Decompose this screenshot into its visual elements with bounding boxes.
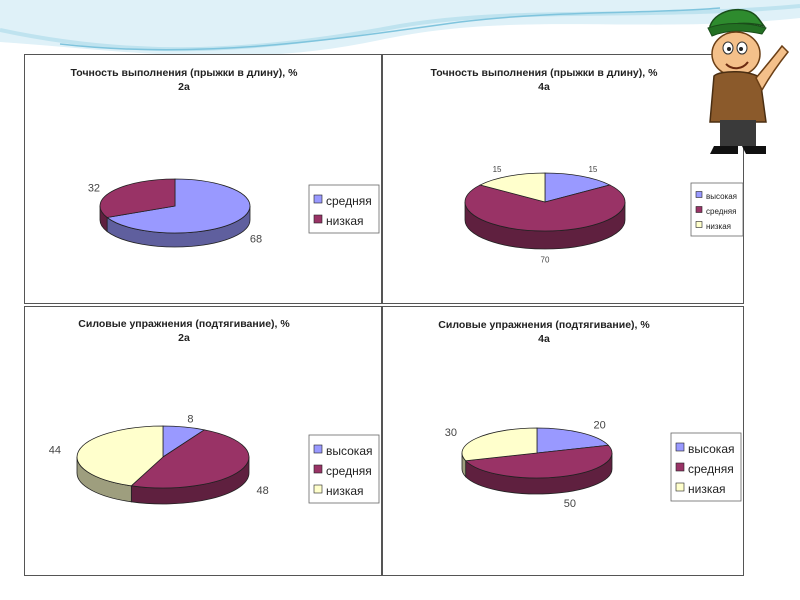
- pie-chart-4: Силовые упражнения (подтягивание), % 4а 20…: [438, 319, 742, 510]
- legend-swatch: [695, 191, 703, 198]
- chart-subtitle: 4а: [538, 81, 550, 93]
- legend-entry: средняя: [706, 207, 736, 216]
- pie-chart-1: Точность выполнения (прыжки в длину), % 2…: [71, 67, 380, 248]
- pie-chart-2: Точность выполнения (прыжки в длину), % 4…: [431, 67, 744, 264]
- data-label: 8: [187, 414, 193, 426]
- wave-line-accent: [59, 7, 721, 51]
- pie-slice: [461, 427, 538, 462]
- pie-slice: [99, 178, 176, 218]
- chart-subtitle: 4а: [538, 333, 550, 345]
- wave-line: [0, 4, 800, 52]
- legend-swatch: [313, 484, 323, 494]
- chart-title: Точность выполнения (прыжки в длину), %: [431, 67, 659, 79]
- data-label: 30: [445, 427, 457, 439]
- chart-title: Силовые упражнения (подтягивание), %: [78, 318, 290, 330]
- chart-panel-2: Точность выполнения (прыжки в длину), % 4…: [382, 54, 744, 304]
- legend-swatch: [313, 464, 323, 474]
- data-label: 44: [49, 445, 61, 457]
- data-label: 68: [250, 234, 262, 246]
- pie-slices: [99, 178, 251, 234]
- legend: высокая средняя низкая: [670, 432, 742, 502]
- data-label: 70: [541, 255, 550, 264]
- pie-chart-3: Силовые упражнения (подтягивание), % 2а 8 4…: [49, 318, 380, 505]
- data-label: 32: [88, 182, 100, 194]
- legend-entry: низкая: [326, 484, 364, 498]
- data-label: 48: [256, 485, 268, 497]
- chart-panel-1: Точность выполнения (прыжки в длину), % 2…: [24, 54, 382, 304]
- pie-slice: [479, 172, 546, 203]
- data-label: 15: [588, 165, 597, 174]
- pie-slice: [130, 429, 250, 489]
- pie-slice: [536, 427, 610, 454]
- legend-swatch: [675, 482, 685, 492]
- legend-entry: низкая: [688, 482, 726, 496]
- pie-slice: [106, 178, 251, 234]
- legend-entry: средняя: [326, 464, 372, 478]
- legend-entry: низкая: [706, 222, 731, 231]
- pie-slices: [76, 425, 250, 489]
- chart-panel-4: Силовые упражнения (подтягивание), % 4а 20…: [382, 306, 744, 576]
- chart-title: Точность выполнения (прыжки в длину), %: [71, 67, 299, 79]
- mascot-arm-raised: [755, 44, 790, 92]
- mascot-face: [711, 31, 761, 77]
- legend-box: [308, 184, 380, 234]
- legend-entry: высокая: [688, 442, 735, 456]
- chart-panel-3: Силовые упражнения (подтягивание), % 2а 8 4…: [24, 306, 382, 576]
- chart-title: Силовые упражнения (подтягивание), %: [438, 319, 650, 331]
- mascot-shoe-right: [742, 146, 766, 154]
- data-label: 20: [593, 419, 605, 431]
- legend-swatch: [675, 442, 685, 452]
- legend-swatch: [313, 214, 323, 224]
- legend-swatch: [695, 221, 703, 228]
- pie-slice: [464, 444, 613, 479]
- data-label: 50: [564, 498, 576, 510]
- mascot-shoe-left: [710, 146, 738, 154]
- mascot-mouth: [725, 61, 749, 70]
- legend-entry: низкая: [326, 214, 364, 228]
- data-label: 15: [493, 165, 502, 174]
- legend-swatch: [675, 462, 685, 472]
- legend: высокая средняя низкая: [308, 434, 380, 504]
- pie-slices: [464, 172, 626, 232]
- chart-subtitle: 2а: [178, 81, 190, 93]
- legend-swatch: [313, 194, 323, 204]
- legend: высокая средняя низкая: [690, 182, 744, 237]
- mascot-legs: [720, 120, 756, 146]
- legend-swatch: [695, 206, 703, 213]
- mascot-cap-brim: [707, 23, 767, 37]
- chart-subtitle: 2а: [178, 332, 190, 344]
- legend-entry: высокая: [706, 192, 737, 201]
- legend: средняя низкая: [308, 184, 380, 234]
- legend-entry: средняя: [326, 194, 372, 208]
- mascot-body: [709, 71, 767, 123]
- pie-slice: [76, 425, 164, 487]
- legend-swatch: [313, 444, 323, 454]
- pie-slice: [544, 172, 611, 203]
- legend-entry: средняя: [688, 462, 734, 476]
- pie-slices: [461, 427, 613, 479]
- legend-entry: высокая: [326, 444, 373, 458]
- pie-slice: [464, 184, 626, 232]
- cartoon-mascot-picture: [707, 8, 790, 154]
